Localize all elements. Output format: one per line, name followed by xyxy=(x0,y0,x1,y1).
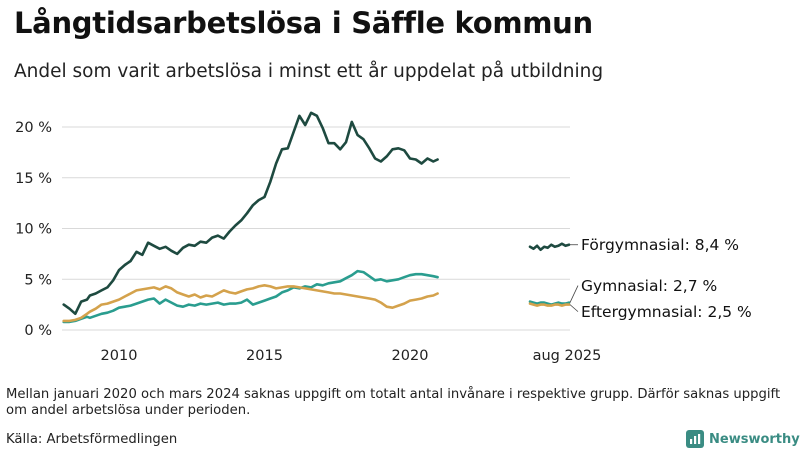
series-line-eftergymnasial xyxy=(62,283,439,323)
x-tick-label: 2015 xyxy=(246,348,283,364)
x-tick-label-latest: aug 2025 xyxy=(533,348,602,364)
bar-chart-icon xyxy=(686,430,704,448)
latest-line-gymnasial xyxy=(528,300,571,306)
end-label-eftergymnasial: Eftergymnasial: 2,5 % xyxy=(581,303,752,321)
source-note: Källa: Arbetsförmedlingen xyxy=(6,432,178,447)
leader-line xyxy=(569,285,579,303)
series-lines xyxy=(62,111,439,324)
x-tick-label: 2020 xyxy=(392,348,429,364)
y-tick-label: 5 % xyxy=(24,272,52,288)
footnote: Mellan januari 2020 och mars 2024 saknas… xyxy=(6,387,781,418)
x-axis-ticks: 2010 2015 2020 aug 2025 xyxy=(101,348,602,364)
latest-line-eftergymnasial xyxy=(528,302,571,307)
series-line-förgymnasial xyxy=(62,111,439,316)
end-labels: Förgymnasial: 8,4 % Gymnasial: 2,7 % Efter… xyxy=(569,236,752,321)
y-tick-label: 20 % xyxy=(15,120,52,136)
y-tick-label: 10 % xyxy=(15,222,52,238)
latest-period-segments xyxy=(528,242,571,307)
series-line-gymnasial xyxy=(62,269,439,324)
brand-name: Newsworthy xyxy=(709,431,800,447)
chart-subtitle: Andel som varit arbetslösa i minst ett å… xyxy=(14,61,604,82)
latest-line-förgymnasial xyxy=(528,242,571,252)
line-chart: 0 %5 %10 %15 %20 % 2010 2015 2020 aug 2025 … xyxy=(15,111,752,364)
chart-title: Långtidsarbetslösa i Säffle kommun xyxy=(14,6,593,40)
y-tick-label: 0 % xyxy=(24,323,52,339)
grid-lines xyxy=(62,126,570,331)
y-tick-label: 15 % xyxy=(15,171,52,187)
end-label-gymnasial: Gymnasial: 2,7 % xyxy=(581,277,717,295)
end-label-förgymnasial: Förgymnasial: 8,4 % xyxy=(581,236,739,254)
leader-line xyxy=(569,304,579,312)
newsworthy-logo: Newsworthy xyxy=(686,429,800,449)
x-tick-label: 2010 xyxy=(101,348,138,364)
y-axis-ticks: 0 % 5 % 10 % 15 % 20 % xyxy=(15,120,52,339)
